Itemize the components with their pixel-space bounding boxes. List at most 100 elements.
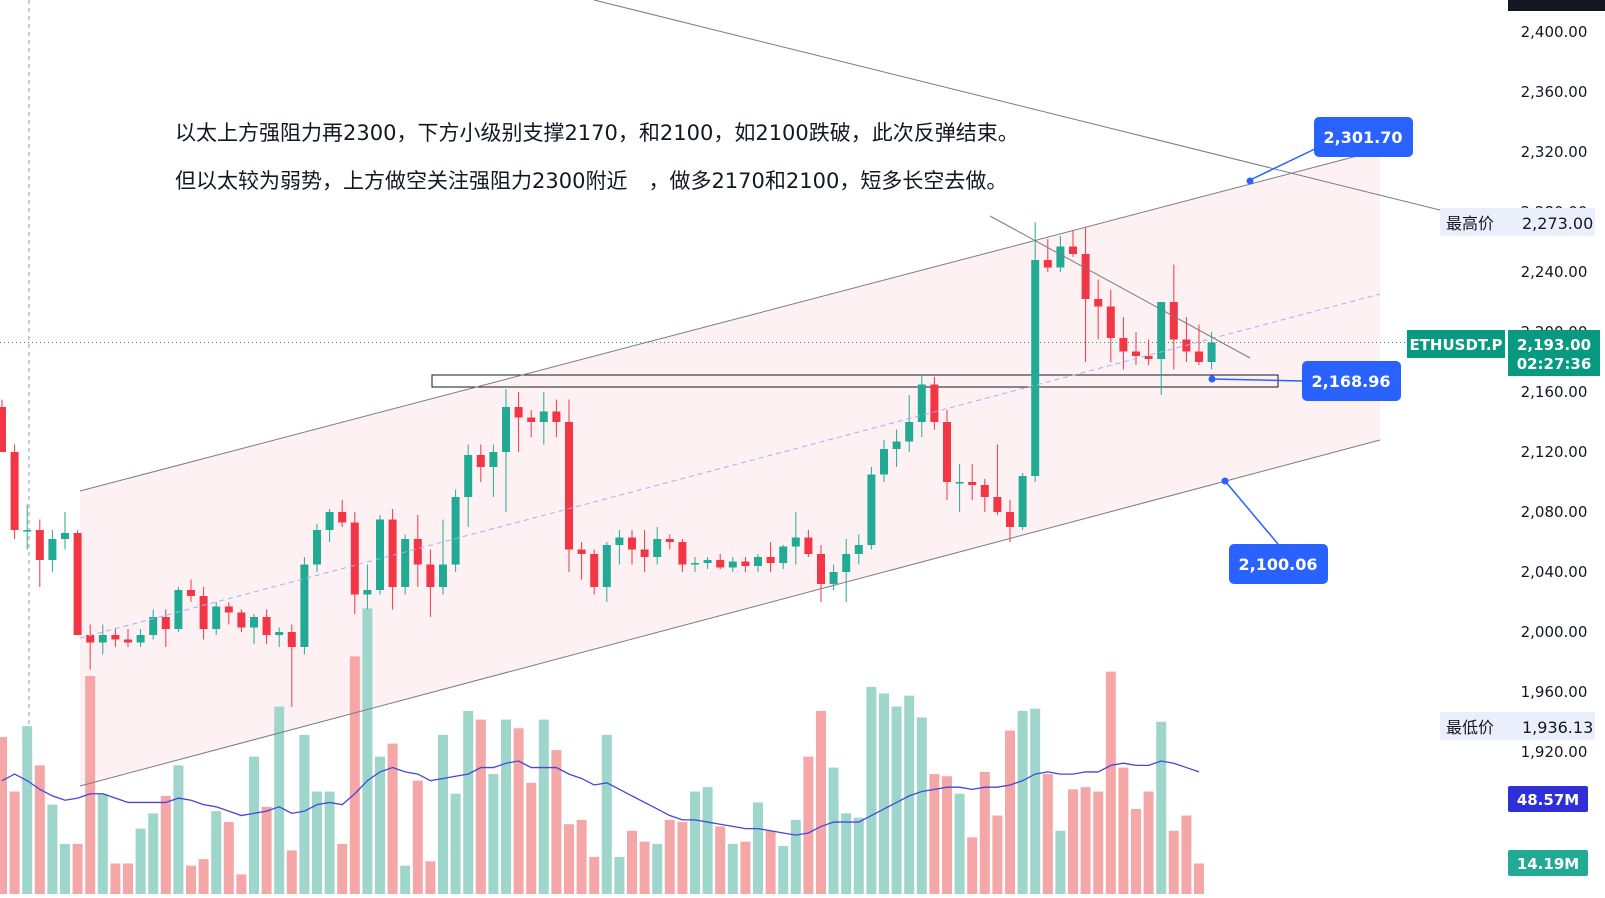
volume-bar <box>916 717 927 894</box>
level-tag-2168[interactable]: 2,168.96 <box>1208 361 1402 401</box>
price-tick-label: 2,240.00 <box>1521 263 1588 281</box>
candle-body <box>854 545 863 554</box>
volume-bar <box>249 756 259 894</box>
level-tag-2100[interactable]: 2,100.06 <box>1221 477 1329 585</box>
candle-body <box>1031 260 1040 476</box>
volume-bar <box>1131 808 1141 894</box>
candle-body <box>905 422 914 442</box>
volume-bar <box>564 824 574 894</box>
volume-bar <box>841 813 852 894</box>
volume-ma-value: 14.19M <box>1517 855 1579 873</box>
volume-bar <box>488 774 499 894</box>
candle-body <box>640 549 649 557</box>
volume-bar <box>1042 774 1053 894</box>
candle-body <box>48 539 57 560</box>
candle-body <box>754 557 762 566</box>
candle-body <box>993 497 1002 512</box>
candle-body <box>1106 306 1115 338</box>
price-axis[interactable]: 2,400.002,360.002,320.002,280.002,240.00… <box>1521 23 1588 761</box>
volume-bar <box>828 767 839 894</box>
volume-bar <box>501 719 511 894</box>
candle-body <box>602 545 611 587</box>
volume-bar <box>438 734 448 894</box>
candle-body <box>514 407 523 418</box>
candle-body <box>250 617 258 628</box>
price-tick-label: 2,080.00 <box>1521 503 1588 521</box>
volume-bar <box>879 693 889 894</box>
volume-bar <box>979 771 990 894</box>
volume-bar <box>1143 791 1154 894</box>
volume-bar <box>765 830 776 894</box>
candle-body <box>287 632 296 647</box>
volume-bar <box>790 819 801 894</box>
volume-bar <box>816 710 826 894</box>
candle-body <box>1144 356 1153 359</box>
candle-body <box>1169 302 1178 340</box>
candles-layer <box>0 222 1216 707</box>
candle-body <box>187 590 195 596</box>
candle-body <box>716 560 725 568</box>
high-price-marker: 最高价 2,273.00 <box>1440 208 1595 236</box>
low-price-value: 1,936.13 <box>1522 718 1593 737</box>
volume-bar <box>589 856 600 894</box>
volume-bar <box>34 765 45 894</box>
volume-bar <box>652 843 663 894</box>
candle-body <box>1207 342 1216 362</box>
volume-bar <box>236 874 247 894</box>
level-tag-2100-label: 2,100.06 <box>1239 555 1318 574</box>
volume-bar <box>778 846 789 894</box>
volume-bar <box>1156 721 1167 894</box>
volume-bar <box>677 822 688 894</box>
candle-body <box>212 606 221 629</box>
level-tag-2301[interactable]: 2,301.70 <box>1246 117 1414 185</box>
volume-bar <box>286 850 297 894</box>
candle-body <box>678 542 687 565</box>
volume-bar <box>1080 787 1091 894</box>
channel-fill <box>80 150 1380 786</box>
volume-bar <box>148 813 159 894</box>
volume-bar <box>526 782 537 894</box>
candle-body <box>1081 254 1090 299</box>
candle-body <box>1195 351 1203 362</box>
candle-body <box>35 530 44 560</box>
volume-bar <box>274 706 285 894</box>
candle-body <box>262 617 271 635</box>
high-price-value: 2,273.00 <box>1522 214 1593 233</box>
volume-bar <box>400 865 411 894</box>
drawing-layer <box>79 0 1461 787</box>
volume-bar <box>1055 830 1066 894</box>
volume-bar <box>324 791 335 894</box>
candle-body <box>653 539 662 557</box>
candle-body <box>1119 338 1128 352</box>
channel-mid-line <box>79 293 1381 639</box>
candle-body <box>1018 476 1027 527</box>
candle-body <box>741 561 750 566</box>
candle-body <box>917 384 926 422</box>
candle-body <box>136 635 145 643</box>
current-price-tag: ETHUSDT.P 2,193.00 02:27:36 <box>1407 330 1600 376</box>
volume-bar <box>866 686 877 894</box>
price-tick-label: 2,040.00 <box>1521 563 1588 581</box>
candle-body <box>539 411 548 422</box>
candle-body <box>426 564 435 587</box>
candle-body <box>1069 246 1077 254</box>
volume-bar <box>97 793 108 894</box>
candle-body <box>955 482 964 484</box>
volume-bar <box>1105 671 1116 894</box>
candle-body <box>943 422 951 482</box>
volume-bar <box>627 830 637 894</box>
volume-bar <box>186 865 196 894</box>
volume-bar <box>160 795 171 894</box>
volume-bar <box>1194 863 1204 894</box>
volume-bar <box>9 791 20 894</box>
volume-bar <box>1168 830 1179 894</box>
price-tick-label: 2,320.00 <box>1521 143 1588 161</box>
channel-lower-line <box>79 439 1381 787</box>
volume-bar <box>1005 730 1015 894</box>
candle-body <box>565 422 573 550</box>
candle-body <box>502 407 510 452</box>
candle-body <box>817 554 825 584</box>
volume-bar <box>349 656 360 894</box>
